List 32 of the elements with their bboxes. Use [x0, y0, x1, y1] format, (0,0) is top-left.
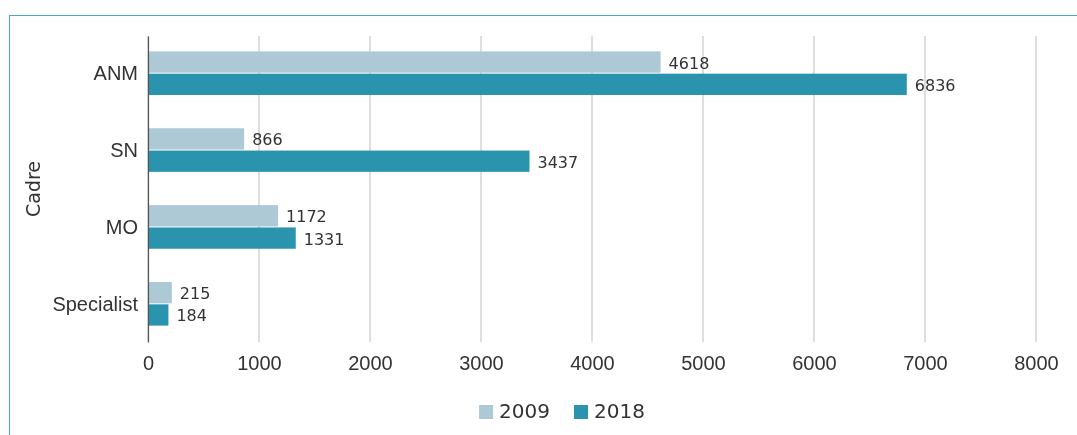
x-tick-label: 3000	[459, 352, 504, 375]
bar	[148, 128, 245, 150]
y-tick-label: SN	[110, 138, 138, 161]
y-tick-label: ANM	[93, 62, 138, 85]
bar	[148, 282, 172, 304]
x-tick-label: 7000	[903, 352, 948, 375]
data-label: 4618	[668, 53, 710, 73]
x-tick-label: 2000	[348, 352, 393, 375]
data-label: 866	[252, 130, 283, 150]
legend-label: 2009	[499, 399, 550, 423]
bar	[148, 150, 530, 172]
legend-label: 2018	[594, 399, 645, 423]
data-label: 6836	[914, 75, 956, 95]
data-label: 1331	[303, 229, 345, 249]
bar	[148, 227, 296, 249]
bar	[148, 51, 661, 73]
bar	[148, 205, 279, 227]
data-label: 215	[179, 284, 211, 304]
data-label: 184	[176, 306, 207, 326]
bar	[148, 304, 169, 326]
data-label: 3437	[537, 152, 579, 172]
x-tick-label: 5000	[681, 352, 726, 375]
x-tick-label: 1000	[237, 352, 282, 375]
y-tick-label: Specialist	[52, 292, 139, 315]
x-tick-label: 0	[142, 352, 155, 375]
x-tick-label: 6000	[792, 352, 837, 375]
bar	[148, 73, 907, 95]
data-label: 1172	[286, 207, 327, 227]
x-tick-label: 8000	[1014, 352, 1059, 375]
y-tick-label: MO	[105, 215, 138, 238]
y-axis-title: Cadre	[22, 160, 44, 218]
x-tick-label: 4000	[570, 352, 615, 375]
